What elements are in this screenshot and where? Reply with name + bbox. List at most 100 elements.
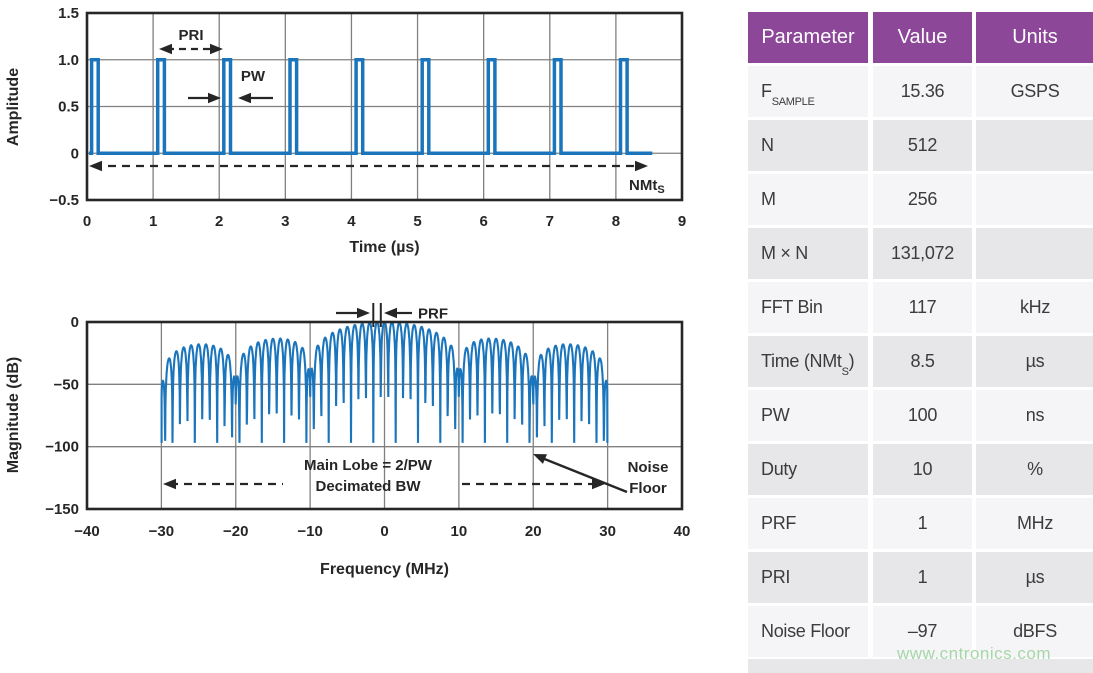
svg-text:Magnitude (dB): Magnitude (dB) [5, 357, 22, 473]
svg-text:30: 30 [599, 523, 616, 540]
value-cell: 512 [873, 120, 972, 171]
x-axis-ticks: −40 −30 −20 −10 0 10 20 30 40 [74, 523, 690, 540]
x-axis-label: Time (µs) [349, 239, 419, 256]
svg-text:1.0: 1.0 [58, 52, 79, 69]
svg-text:40: 40 [674, 523, 691, 540]
svg-text:4: 4 [347, 213, 356, 230]
svg-text:−100: −100 [45, 439, 79, 456]
nmts-annotation: NMtS [89, 160, 665, 196]
svg-text:9: 9 [678, 213, 686, 230]
svg-text:0.5: 0.5 [58, 99, 79, 116]
x-axis-ticks: 0 1 2 3 4 5 6 7 8 9 [83, 213, 686, 230]
svg-text:Frequency (MHz): Frequency (MHz) [320, 561, 449, 578]
units-cell: dBFS [976, 606, 1093, 657]
units-cell: kHz [976, 282, 1093, 333]
table-row: FFT Bin 117 kHz [748, 282, 1093, 333]
svg-text:1: 1 [149, 213, 157, 230]
param-cell: PRI [748, 552, 868, 603]
parameter-table: Parameter Value Units F SAMPLE 15.36 GSPS N 5… [748, 12, 1093, 660]
svg-text:−20: −20 [223, 523, 248, 540]
value-cell: 8.5 [873, 336, 972, 387]
svg-text:6: 6 [479, 213, 487, 230]
units-cell: ns [976, 390, 1093, 441]
value-cell: 131,072 [873, 228, 972, 279]
table-row: Noise Floor –97 dBFS [748, 606, 1093, 657]
gridlines [87, 13, 682, 200]
units-cell: µs [976, 336, 1093, 387]
svg-text:0: 0 [83, 213, 91, 230]
svg-text:Floor: Floor [629, 480, 667, 497]
table-row: F SAMPLE 15.36 GSPS [748, 66, 1093, 117]
watermark: www.cntronics.com [897, 644, 1051, 663]
param-cell: Noise Floor [748, 606, 868, 657]
value-cell: 1 [873, 498, 972, 549]
units-cell: MHz [976, 498, 1093, 549]
units-cell: GSPS [976, 66, 1093, 117]
table-header-parameter: Parameter [748, 12, 868, 63]
table-next-row-sliver [748, 659, 1093, 673]
table-header-units: Units [976, 12, 1093, 63]
svg-text:1.5: 1.5 [58, 5, 79, 22]
value-cell: 256 [873, 174, 972, 225]
svg-text:NMtS: NMtS [629, 177, 665, 196]
pulse-trace [89, 58, 653, 155]
svg-text:PRF: PRF [418, 306, 448, 323]
y-axis-ticks: 0 −50 −100 −150 [45, 314, 79, 518]
svg-text:−10: −10 [297, 523, 322, 540]
table-header-row: Parameter Value Units [748, 12, 1093, 63]
svg-text:−30: −30 [149, 523, 174, 540]
param-cell: PW [748, 390, 868, 441]
svg-text:Amplitude: Amplitude [5, 68, 22, 146]
plot-border [85, 11, 684, 202]
value-cell: 1 [873, 552, 972, 603]
decimated-bw-annotation: Main Lobe = 2/PW Decimated BW [163, 457, 605, 495]
value-cell: –97 [873, 606, 972, 657]
x-axis-label: Frequency (MHz) [320, 561, 449, 578]
svg-text:Time (µs): Time (µs) [349, 239, 419, 256]
spectrum-chart: PRF Main Lobe = 2/PW Decimated BW Noise Floo… [5, 303, 690, 578]
svg-text:2: 2 [215, 213, 223, 230]
noise-floor-annotation: Noise Floor [533, 454, 668, 497]
svg-text:Main Lobe = 2/PW: Main Lobe = 2/PW [304, 457, 433, 474]
units-cell [976, 174, 1093, 225]
units-cell: % [976, 444, 1093, 495]
svg-text:−40: −40 [74, 523, 99, 540]
table-row: PW 100 ns [748, 390, 1093, 441]
table-row: M × N 131,072 [748, 228, 1093, 279]
svg-text:Decimated BW: Decimated BW [315, 478, 421, 495]
table-row: Time (NMt S) 8.5 µs [748, 336, 1093, 387]
svg-text:5: 5 [413, 213, 421, 230]
svg-text:7: 7 [546, 213, 554, 230]
param-cell: M [748, 174, 868, 225]
y-axis-ticks: 1.5 1.0 0.5 0 −0.5 [49, 5, 79, 209]
table-row: M 256 [748, 174, 1093, 225]
y-axis-label: Magnitude (dB) [5, 357, 22, 473]
value-cell: 100 [873, 390, 972, 441]
param-cell: N [748, 120, 868, 171]
y-axis-label: Amplitude [5, 68, 22, 146]
param-cell: PRF [748, 498, 868, 549]
table-row: N 512 [748, 120, 1093, 171]
param-cell: FFT Bin [748, 282, 868, 333]
svg-text:−50: −50 [54, 376, 79, 393]
units-cell: µs [976, 552, 1093, 603]
table-row: PRF 1 MHz [748, 498, 1093, 549]
value-cell: 10 [873, 444, 972, 495]
svg-text:−0.5: −0.5 [49, 192, 79, 209]
svg-text:PW: PW [241, 68, 266, 85]
units-cell [976, 228, 1093, 279]
plot-border [85, 320, 684, 511]
pw-annotation: PW [188, 68, 273, 104]
param-cell: Time (NMt S) [748, 336, 868, 387]
svg-text:20: 20 [525, 523, 542, 540]
svg-text:0: 0 [71, 314, 79, 331]
svg-text:0: 0 [71, 145, 79, 162]
pri-annotation: PRI [159, 27, 223, 55]
svg-text:PRI: PRI [178, 27, 203, 44]
svg-text:8: 8 [612, 213, 620, 230]
param-cell: M × N [748, 228, 868, 279]
param-cell: F SAMPLE [748, 66, 868, 117]
table-body: F SAMPLE 15.36 GSPS N 512 M 256 M × N 131,072 FFT … [748, 66, 1093, 657]
